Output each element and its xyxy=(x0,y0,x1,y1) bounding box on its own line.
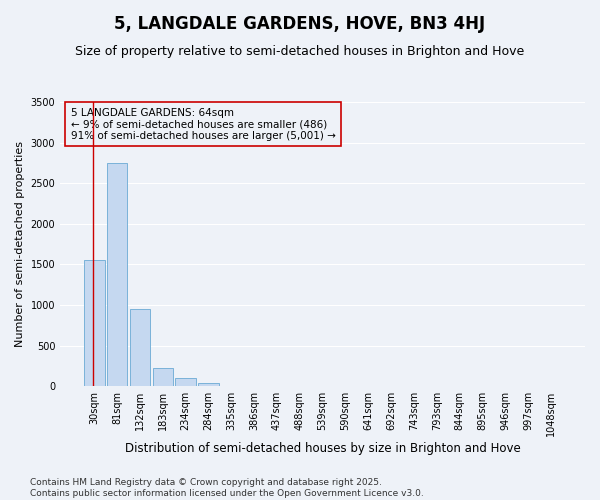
Y-axis label: Number of semi-detached properties: Number of semi-detached properties xyxy=(15,141,25,347)
Text: Size of property relative to semi-detached houses in Brighton and Hove: Size of property relative to semi-detach… xyxy=(76,45,524,58)
Bar xyxy=(198,383,219,386)
Bar xyxy=(107,163,127,386)
Bar xyxy=(84,260,104,386)
Text: 5, LANGDALE GARDENS, HOVE, BN3 4HJ: 5, LANGDALE GARDENS, HOVE, BN3 4HJ xyxy=(115,15,485,33)
X-axis label: Distribution of semi-detached houses by size in Brighton and Hove: Distribution of semi-detached houses by … xyxy=(125,442,520,455)
Text: 5 LANGDALE GARDENS: 64sqm
← 9% of semi-detached houses are smaller (486)
91% of : 5 LANGDALE GARDENS: 64sqm ← 9% of semi-d… xyxy=(71,108,335,141)
Bar xyxy=(152,368,173,386)
Bar xyxy=(175,378,196,386)
Text: Contains HM Land Registry data © Crown copyright and database right 2025.
Contai: Contains HM Land Registry data © Crown c… xyxy=(30,478,424,498)
Bar xyxy=(130,309,150,386)
